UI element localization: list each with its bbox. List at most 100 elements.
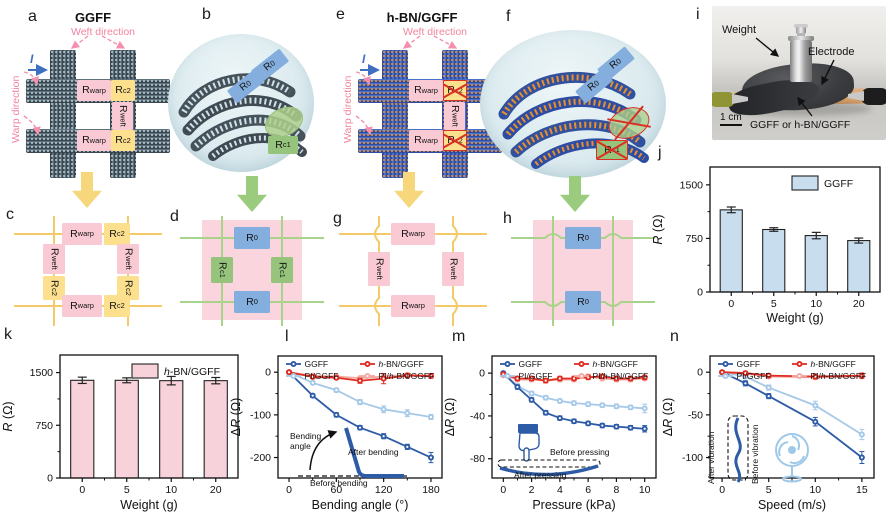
svg-text:GGFF: GGFF [824, 178, 853, 190]
panel-label-g: g [333, 210, 342, 227]
svg-text:PI/GGFF: PI/GGFF [519, 371, 553, 381]
r-sub: warp [89, 135, 106, 145]
sample-rest: -BN/GGFF [800, 119, 851, 131]
svg-text:ΔR (Ω): ΔR (Ω) [230, 398, 243, 437]
svg-text:0: 0 [286, 484, 292, 496]
panel-label-e: e [336, 6, 345, 23]
down-arrow-icon [237, 176, 267, 212]
r-base: R [246, 231, 254, 244]
pressing-inset-drawing [497, 424, 601, 477]
svg-text:Weight (g): Weight (g) [766, 311, 823, 325]
svg-text:-100: -100 [250, 409, 271, 421]
r-base: R [373, 258, 386, 266]
sample-prefix: GGFF or [750, 119, 795, 131]
r-base: R [48, 248, 61, 256]
svg-text:60: 60 [331, 484, 343, 496]
r-base: R [604, 143, 612, 156]
svg-text:Bending angle (°): Bending angle (°) [312, 498, 409, 512]
hand-cuff [518, 424, 538, 433]
r-base: R [70, 299, 78, 312]
r-base: R [116, 105, 129, 113]
before-vibration-label: Before vibration [750, 424, 760, 484]
r-sub: c1 [277, 269, 287, 278]
direction-arrows-a [23, 35, 126, 136]
alligator-clip-left [712, 92, 735, 107]
r-base: R [447, 84, 455, 97]
svg-text:-40: -40 [470, 410, 485, 422]
before-pressing-label: Before pressing [550, 447, 610, 457]
r-base: R [577, 295, 585, 308]
svg-text:h-BN/GGFF: h-BN/GGFF [164, 366, 220, 378]
vibration-inset: After vibration Before vibration [700, 412, 830, 494]
weight-arrow-icon [755, 37, 780, 57]
svg-text:-80: -80 [470, 453, 485, 465]
svg-text:h-BN/GGFF: h-BN/GGFF [379, 359, 424, 369]
r-sub: weft [49, 255, 59, 270]
r-sub: warp [77, 301, 94, 311]
weft-yarn-strip-hbn [382, 50, 408, 178]
r-sub: 0 [584, 297, 589, 307]
sample-italic-h: h [794, 119, 801, 131]
chart-j-resistance-vs-weight-ggff: 0 750 1500 0 5 10 20 Weight (g) R (Ω) GGFF [651, 166, 881, 325]
svg-text:ΔR (Ω): ΔR (Ω) [444, 398, 457, 437]
r-sub: c1 [611, 145, 620, 155]
bending-inset-drawing [298, 427, 408, 478]
svg-text:10: 10 [639, 484, 651, 496]
r-base: R [275, 138, 283, 151]
weight-neck [797, 33, 805, 38]
r-sub: weft [118, 112, 128, 127]
r-base: R [82, 84, 90, 97]
r-base: R [82, 134, 90, 147]
svg-text:GGFF: GGFF [737, 359, 761, 369]
r-sub: c2 [122, 135, 131, 145]
fiber-bundle-drawing-hbn [498, 71, 649, 169]
svg-text:1500: 1500 [680, 179, 704, 191]
clip-jaw-left [732, 94, 748, 104]
svg-text:10: 10 [810, 298, 822, 310]
panel-label-l: l [285, 328, 289, 345]
after-pressing-label: After pressing [514, 470, 567, 480]
r-base: R [122, 248, 135, 256]
after-vibration-wave [734, 417, 742, 483]
r-base: R [109, 227, 117, 240]
r-sub: weft [448, 265, 458, 280]
svg-text:0: 0 [47, 473, 53, 485]
svg-text:20: 20 [210, 484, 222, 496]
svg-text:750: 750 [685, 233, 703, 245]
svg-text:8: 8 [613, 484, 619, 496]
hand-icon [518, 432, 540, 452]
svg-text:20: 20 [853, 298, 865, 310]
r-sub: warp [89, 85, 106, 95]
r-sub: c2 [454, 135, 463, 145]
title-italic-h: h [386, 10, 395, 25]
weight-label: Weight [722, 24, 757, 36]
panel-label-f: f [506, 8, 511, 25]
panel-label-k: k [4, 326, 12, 343]
r-sub: c1 [217, 269, 227, 278]
r-sub: warp [421, 85, 438, 95]
sample-arrow-icon [797, 96, 813, 117]
svg-text:0: 0 [719, 484, 725, 496]
